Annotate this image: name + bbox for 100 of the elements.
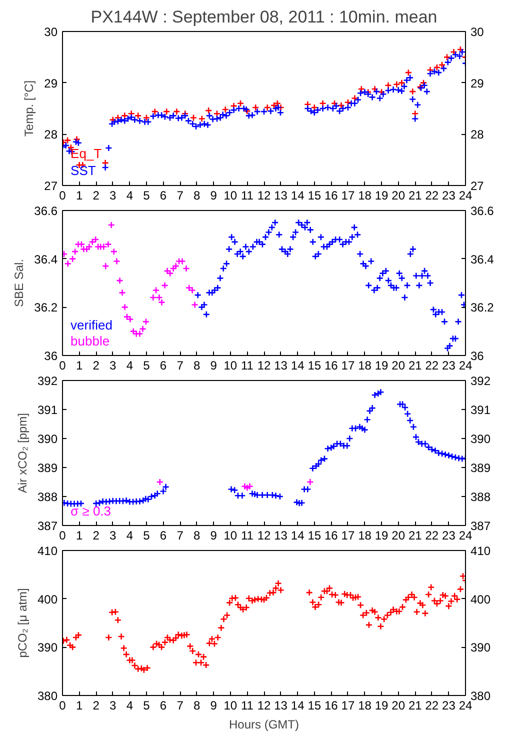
x-tick-label: 10 <box>224 188 238 202</box>
point <box>92 236 100 244</box>
y-tick-label: 380 <box>37 689 58 703</box>
point <box>71 248 79 256</box>
x-tick-label: 11 <box>240 698 254 712</box>
x-tick-label: 9 <box>210 528 218 542</box>
y-tick-label: 36 <box>44 349 58 363</box>
point <box>102 159 109 167</box>
x-tick-label: 12 <box>257 188 271 202</box>
y-tick-label: 390 <box>37 640 58 655</box>
x-tick-label: 22 <box>425 358 439 372</box>
x-tick-label: 18 <box>358 188 372 202</box>
x-tick-label: 13 <box>274 698 288 712</box>
point <box>178 258 186 265</box>
x-tick-label: 0 <box>59 698 66 712</box>
x-tick-label: 17 <box>341 188 355 202</box>
y2-tick-label: 36.2 <box>470 300 494 315</box>
point <box>150 294 157 302</box>
point <box>64 136 72 144</box>
x-tick-label: 17 <box>341 698 355 712</box>
point <box>222 106 230 114</box>
x-tick-label: 24 <box>458 698 472 712</box>
x-tick-label: 14 <box>290 188 305 202</box>
x-tick-label: 6 <box>160 528 167 542</box>
x-tick-label: 23 <box>442 358 456 372</box>
point <box>252 104 260 112</box>
point <box>319 100 326 108</box>
x-tick-label: 15 <box>308 358 322 372</box>
y2-tick-label: 389 <box>470 461 491 475</box>
point <box>188 286 196 294</box>
x-axis-title: Hours (GMT) <box>229 718 299 732</box>
x-tick-label: 12 <box>257 698 271 712</box>
x-tick-label: 22 <box>425 188 439 202</box>
x-tick-label: 10 <box>224 698 238 712</box>
point <box>191 301 198 308</box>
x-tick-label: 1 <box>76 528 83 542</box>
series-label: bubble <box>70 333 110 348</box>
point <box>404 68 412 76</box>
point <box>130 328 138 335</box>
x-tick-label: 4 <box>126 358 134 372</box>
y2-tick-label: 29 <box>470 76 484 90</box>
x-tick-label: 2 <box>92 528 100 542</box>
x-tick-label: 8 <box>193 528 200 542</box>
x-tick-label: 13 <box>274 528 288 542</box>
x-tick-label: 3 <box>110 188 117 202</box>
x-tick-label: 12 <box>257 528 271 542</box>
x-tick-label: 18 <box>358 698 372 712</box>
point <box>121 304 128 311</box>
point <box>83 246 90 253</box>
x-tick-label: 14 <box>290 358 305 372</box>
y-tick-label: 390 <box>37 432 58 446</box>
y2-tick-label: 410 <box>470 544 491 558</box>
x-tick-label: 15 <box>308 188 322 202</box>
x-tick-label: 11 <box>240 358 254 372</box>
x-tick-label: 0 <box>59 358 66 372</box>
x-tick-label: 2 <box>92 698 100 712</box>
x-tick-label: 24 <box>458 528 472 542</box>
point <box>152 286 160 294</box>
x-tick-label: 24 <box>458 358 472 372</box>
y-axis-title: Air xCO₂ [ppm] <box>15 412 30 493</box>
x-tick-label: 14 <box>290 698 305 712</box>
y2-tick-label: 392 <box>470 374 491 388</box>
point <box>185 284 193 292</box>
point <box>408 88 416 96</box>
point <box>384 82 392 90</box>
y-tick-label: 36.2 <box>34 300 58 315</box>
point <box>134 112 142 120</box>
y2-tick-label: 27 <box>470 179 484 193</box>
x-tick-label: 18 <box>358 528 372 542</box>
y-tick-label: 29 <box>44 76 58 90</box>
x-tick-label: 19 <box>374 358 389 372</box>
x-tick-label: 12 <box>257 358 271 372</box>
point <box>118 289 126 296</box>
y2-tick-label: 36.6 <box>470 204 494 218</box>
x-tick-label: 24 <box>458 188 472 202</box>
y-axis-title: SBE Sal. <box>12 258 26 308</box>
point <box>102 262 110 270</box>
x-tick-label: 7 <box>176 698 184 712</box>
y2-tick-label: 388 <box>470 490 491 504</box>
x-tick-label: 5 <box>143 358 150 372</box>
x-tick-label: 21 <box>408 358 422 372</box>
point <box>78 240 86 248</box>
point <box>310 104 318 112</box>
x-tick-label: 4 <box>126 528 134 542</box>
point <box>113 258 120 265</box>
x-tick-label: 20 <box>392 358 406 372</box>
x-tick-label: 17 <box>341 358 355 372</box>
point <box>120 112 128 120</box>
y2-tick-label: 30 <box>470 25 484 39</box>
y2-tick-label: 391 <box>470 403 491 417</box>
x-tick-label: 20 <box>392 528 406 542</box>
x-tick-label: 16 <box>324 358 338 372</box>
x-tick-label: 5 <box>143 528 150 542</box>
y-axis-title: Temp. [°C] <box>22 80 36 137</box>
x-tick-label: 5 <box>143 188 150 202</box>
x-tick-label: 1 <box>76 188 83 202</box>
x-tick-label: 0 <box>59 528 66 542</box>
y-tick-label: 30 <box>44 25 58 39</box>
point <box>443 54 451 61</box>
x-tick-label: 23 <box>442 528 456 542</box>
